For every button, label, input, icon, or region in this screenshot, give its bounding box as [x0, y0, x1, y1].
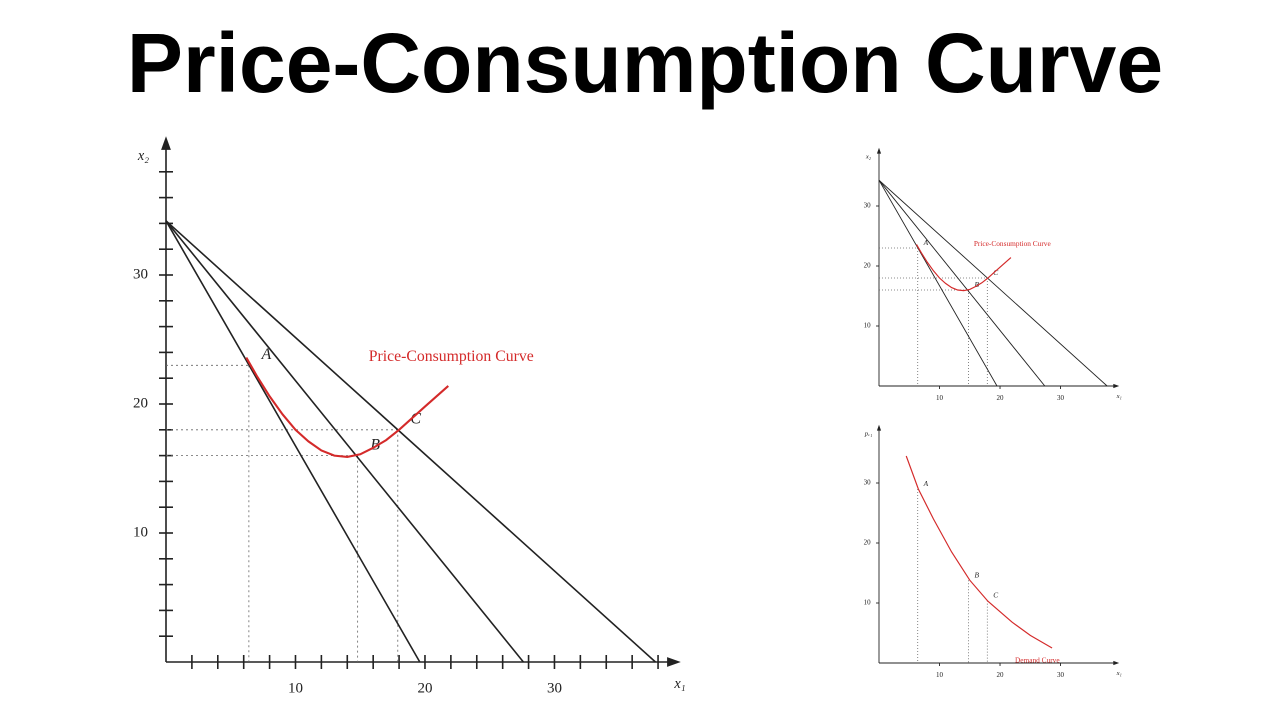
- point-label: B: [370, 436, 380, 453]
- budget-line: [878, 179, 1046, 387]
- curve: [916, 244, 1012, 292]
- y-tick-label: 10: [864, 599, 872, 607]
- x-tick-label: 20: [997, 671, 1005, 679]
- y-axis-label: x₂: [865, 153, 872, 160]
- x-tick-label: 10: [936, 671, 944, 679]
- budget-line: [878, 179, 998, 387]
- x-tick-label: 30: [547, 680, 562, 696]
- x-axis-arrow: [1113, 383, 1120, 389]
- x-axis-label: x₁: [673, 676, 685, 692]
- curve: [905, 455, 1053, 649]
- budget-line: [165, 220, 525, 663]
- y-axis-arrow: [161, 136, 171, 150]
- curve-label: Price-Consumption Curve: [369, 348, 534, 365]
- page-title: Price-Consumption Curve: [127, 16, 1163, 110]
- x-tick-label: 20: [417, 680, 432, 696]
- point-label: A: [261, 346, 272, 363]
- x-tick-label: 20: [997, 394, 1005, 402]
- y-tick-label: 10: [864, 322, 872, 330]
- y-tick-label: 20: [864, 539, 872, 547]
- y-axis-label: x₂: [137, 148, 149, 164]
- point-label: C: [993, 591, 998, 600]
- point-label: B: [975, 280, 980, 289]
- x-axis-label: x₁: [1116, 393, 1122, 400]
- y-tick-label: 30: [864, 479, 872, 487]
- budget-line: [878, 179, 1108, 387]
- x-axis-arrow: [667, 657, 681, 667]
- x-tick-label: 30: [1057, 394, 1065, 402]
- x-tick-label: 30: [1057, 671, 1065, 679]
- x-axis-arrow: [1113, 660, 1120, 666]
- budget-line: [165, 220, 421, 663]
- y-tick-label: 20: [864, 262, 872, 270]
- y-tick-label: 30: [133, 266, 148, 282]
- x-tick-label: 10: [288, 680, 303, 696]
- y-tick-label: 30: [864, 202, 872, 210]
- y-tick-label: 10: [133, 524, 148, 540]
- point-label: C: [411, 411, 422, 428]
- x-axis-label: x₁: [1116, 670, 1122, 677]
- curve: [245, 357, 449, 458]
- y-axis-arrow: [876, 147, 882, 154]
- curve-label: Price-Consumption Curve: [974, 239, 1051, 248]
- point-label: A: [923, 238, 929, 247]
- curve-label: Demand Curve: [1015, 655, 1060, 664]
- y-axis-label: pₓ₁: [864, 430, 873, 437]
- budget-line: [165, 220, 656, 663]
- point-label: B: [975, 570, 980, 579]
- point-label: C: [993, 268, 998, 277]
- point-label: A: [923, 479, 929, 488]
- y-axis-arrow: [876, 424, 882, 431]
- y-tick-label: 20: [133, 395, 148, 411]
- x-tick-label: 10: [936, 394, 944, 402]
